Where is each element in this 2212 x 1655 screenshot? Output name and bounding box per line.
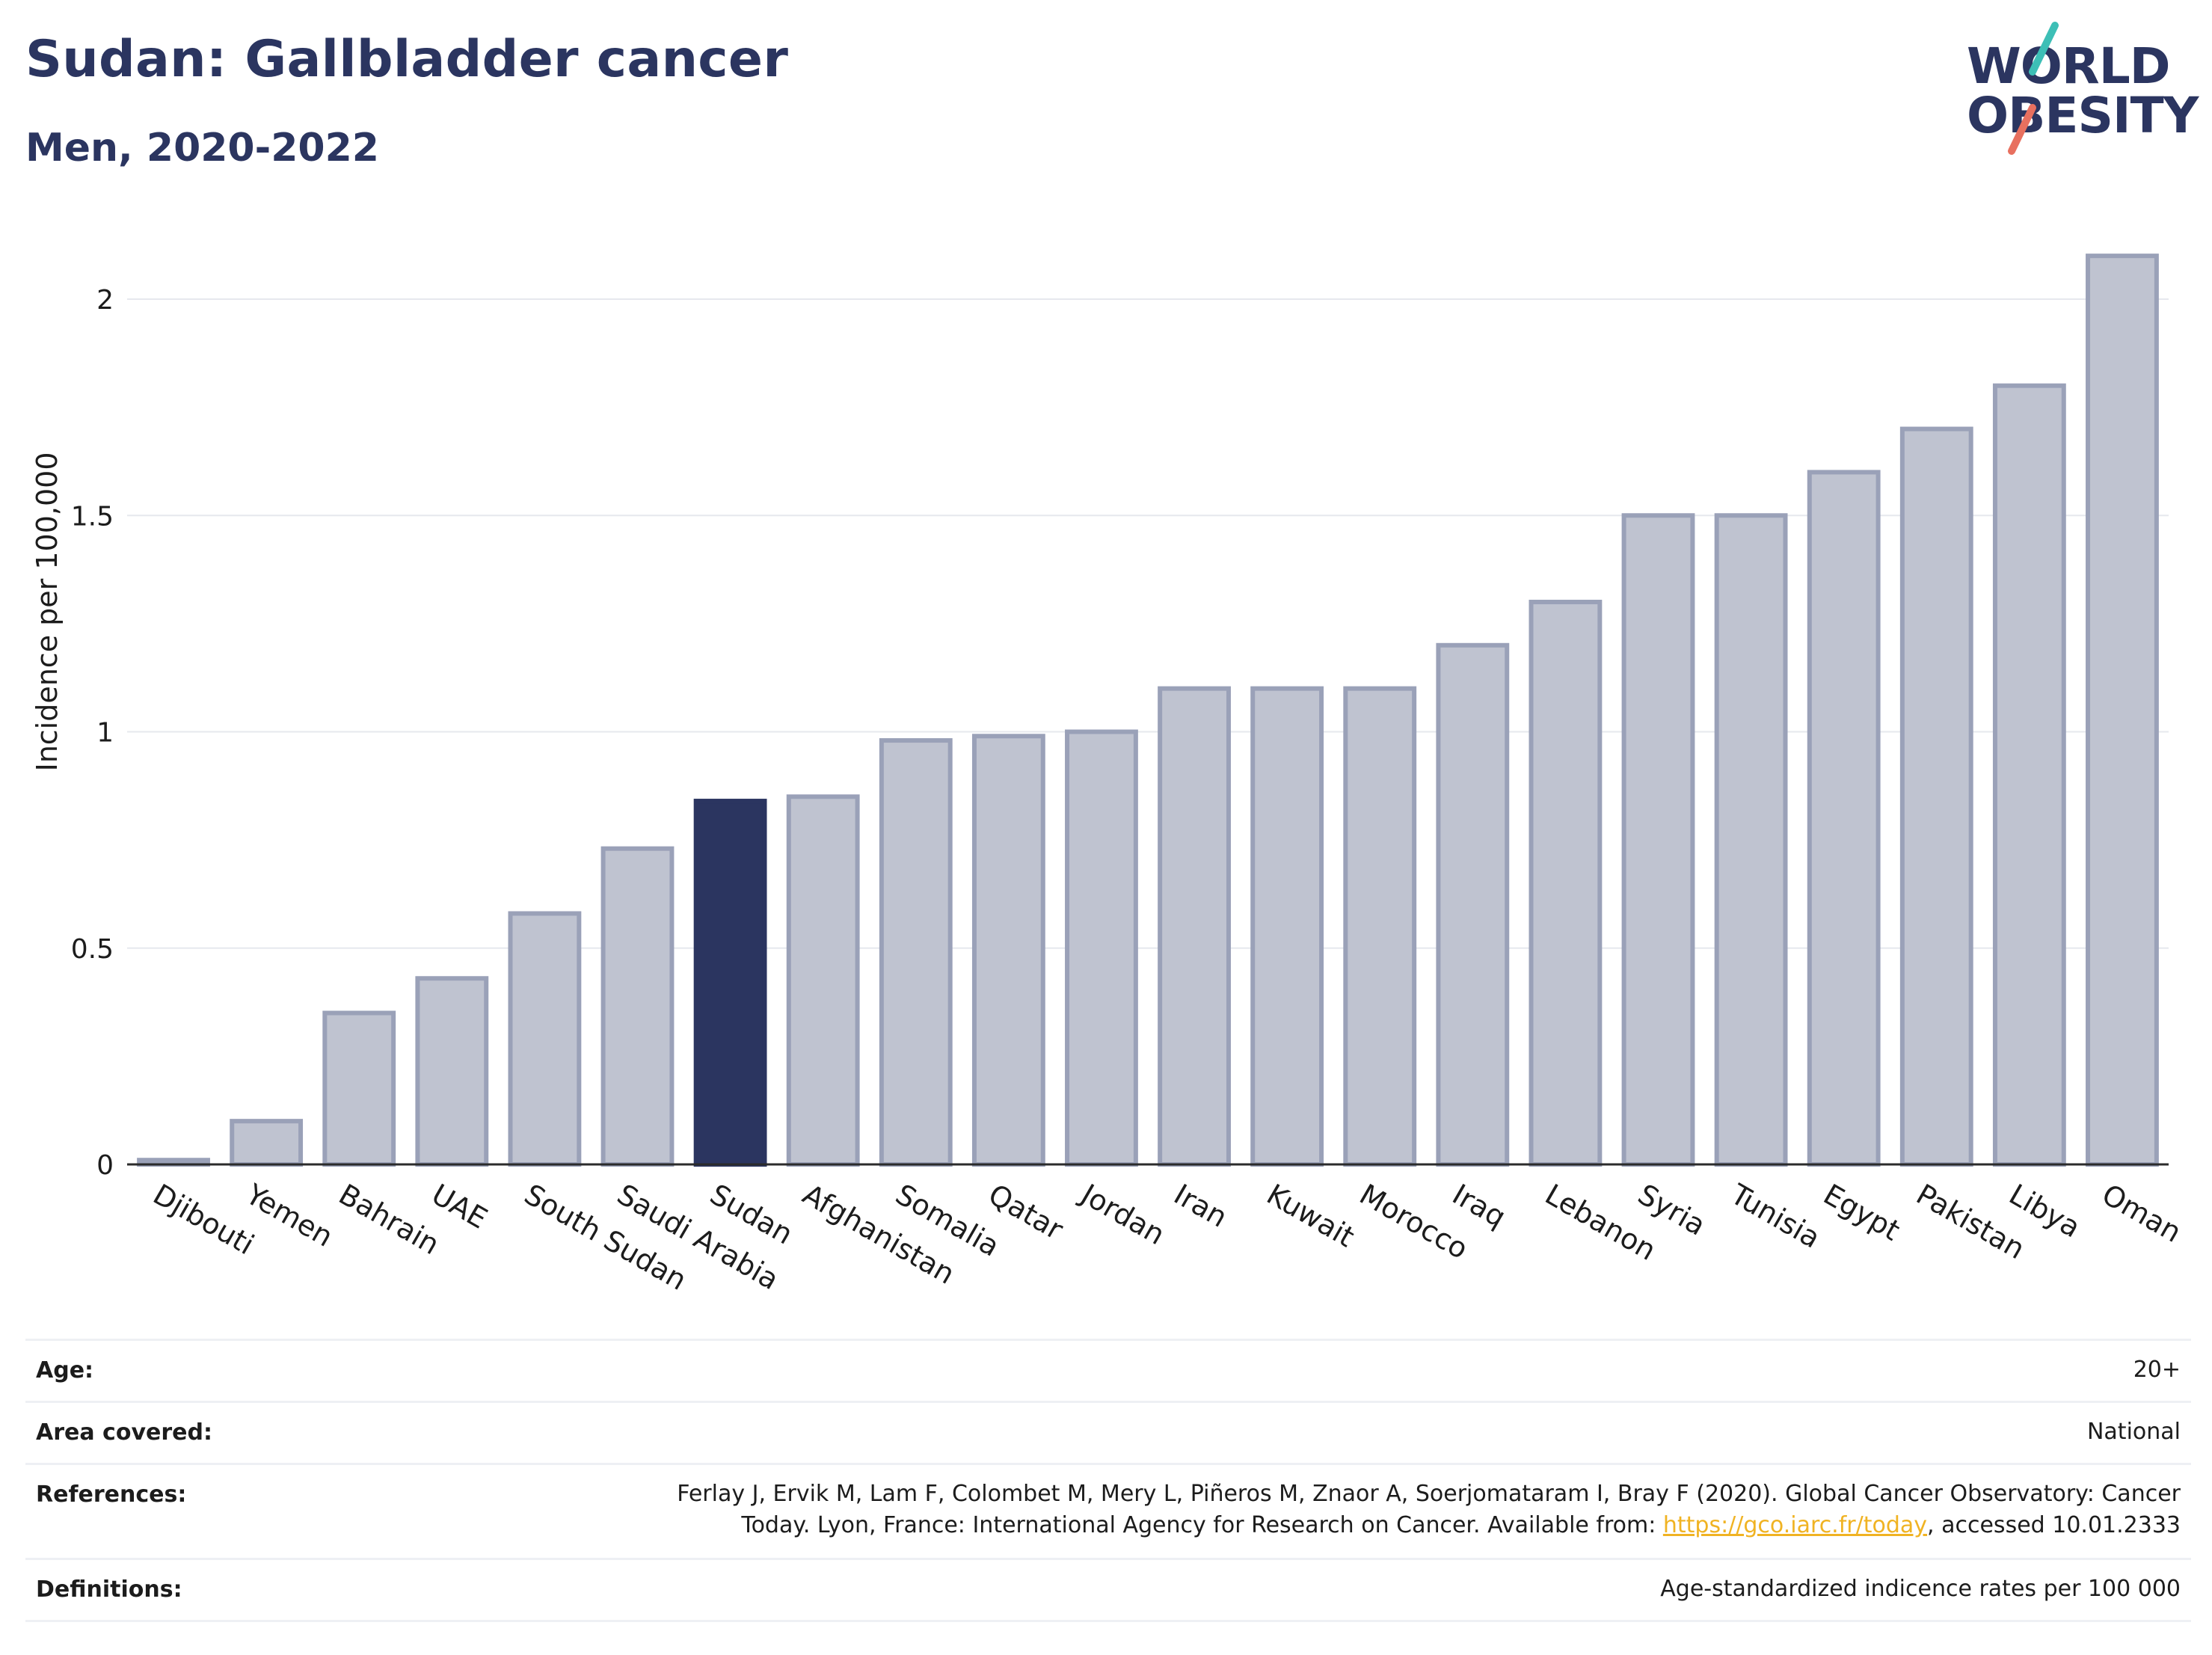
bar-sudan [693, 799, 767, 1167]
y-tick-label: 1 [96, 718, 114, 749]
y-tick-label: 0.5 [71, 934, 114, 965]
bar-afghanistan [786, 794, 860, 1167]
x-tick-label: Tunisia [1724, 1177, 1825, 1255]
reference-line-1: Ferlay J, Ervik M, Lam F, Colombet M, Me… [677, 1481, 2181, 1507]
world-obesity-logo: WORLD OBESITY [1959, 19, 2199, 162]
logo-line1: WORLD [1967, 37, 2171, 95]
x-tick-label: Djibouti [148, 1178, 260, 1262]
reference-link[interactable]: https://gco.iarc.fr/today [1662, 1512, 1928, 1538]
bar-uae [415, 976, 489, 1167]
meta-value-definitions: Age-standardized indicence rates per 100… [1660, 1576, 2181, 1602]
page-title: Sudan: Gallbladder cancer [25, 30, 789, 89]
bar-iran [1158, 686, 1231, 1167]
logo-line2: OBESITY [1967, 87, 2199, 144]
y-axis-label: Incidence per 100,000 [31, 452, 64, 771]
bar-tunisia [1714, 513, 1788, 1167]
x-tick-label: Yemen [240, 1177, 339, 1253]
y-tick-label: 1.5 [71, 501, 114, 532]
bar-kuwait [1250, 686, 1324, 1167]
bars [137, 254, 2159, 1167]
y-tick-labels: 0 0.5 1 1.5 2 [71, 285, 114, 1181]
reference-line-2: Today. Lyon, France: International Agenc… [677, 1510, 2181, 1541]
bar-saudi-arabia [600, 846, 675, 1167]
bar-jordan [1065, 729, 1138, 1167]
meta-label-definitions: Definitions: [36, 1576, 182, 1603]
meta-label-area: Area covered: [36, 1419, 212, 1446]
x-tick-label: Bahrain [334, 1178, 445, 1262]
x-tick-label: UAE [426, 1178, 493, 1235]
meta-label-references: References: [36, 1481, 187, 1508]
bar-yemen [230, 1119, 304, 1167]
bar-syria [1621, 513, 1695, 1167]
x-tick-label: Egypt [1818, 1178, 1905, 1247]
reference-line-2-post: , accessed 10.01.2333 [1927, 1512, 2181, 1538]
meta-row-area: Area covered: National [25, 1401, 2191, 1463]
bar-south-sudan [508, 911, 582, 1167]
y-tick-label: 0 [96, 1150, 114, 1181]
metadata-table: Age: 20+ Area covered: National Referenc… [25, 1339, 2191, 1622]
x-tick-label: Oman [2096, 1178, 2187, 1249]
bar-egypt [1807, 470, 1881, 1167]
meta-value-area: National [2086, 1419, 2181, 1445]
y-tick-label: 2 [96, 285, 114, 316]
bar-lebanon [1529, 599, 1603, 1167]
bar-oman [2086, 254, 2159, 1167]
bar-somalia [879, 738, 953, 1167]
meta-row-age: Age: 20+ [25, 1339, 2191, 1401]
bar-libya [1992, 383, 2066, 1167]
bar-bahrain [322, 1010, 396, 1167]
x-tick-label: Iran [1169, 1178, 1233, 1234]
bar-morocco [1343, 686, 1417, 1167]
x-tick-label: Iraq [1447, 1178, 1511, 1234]
x-tick-label: Jordan [1075, 1177, 1170, 1252]
bar-qatar [971, 734, 1045, 1167]
meta-value-age: 20+ [2133, 1357, 2181, 1383]
page-subtitle: Men, 2020-2022 [25, 126, 379, 171]
logo-slash-icon [2008, 22, 2059, 155]
bar-iraq [1436, 642, 1510, 1167]
meta-label-age: Age: [36, 1357, 94, 1384]
meta-row-definitions: Definitions: Age-standardized indicence … [25, 1558, 2191, 1622]
meta-value-references: Ferlay J, Ervik M, Lam F, Colombet M, Me… [677, 1479, 2181, 1541]
bar-pakistan [1899, 426, 1973, 1167]
meta-row-references: References: Ferlay J, Ervik M, Lam F, Co… [25, 1463, 2191, 1558]
reference-line-2-pre: Today. Lyon, France: International Agenc… [741, 1512, 1663, 1538]
x-tick-label: Kuwait [1262, 1178, 1360, 1254]
